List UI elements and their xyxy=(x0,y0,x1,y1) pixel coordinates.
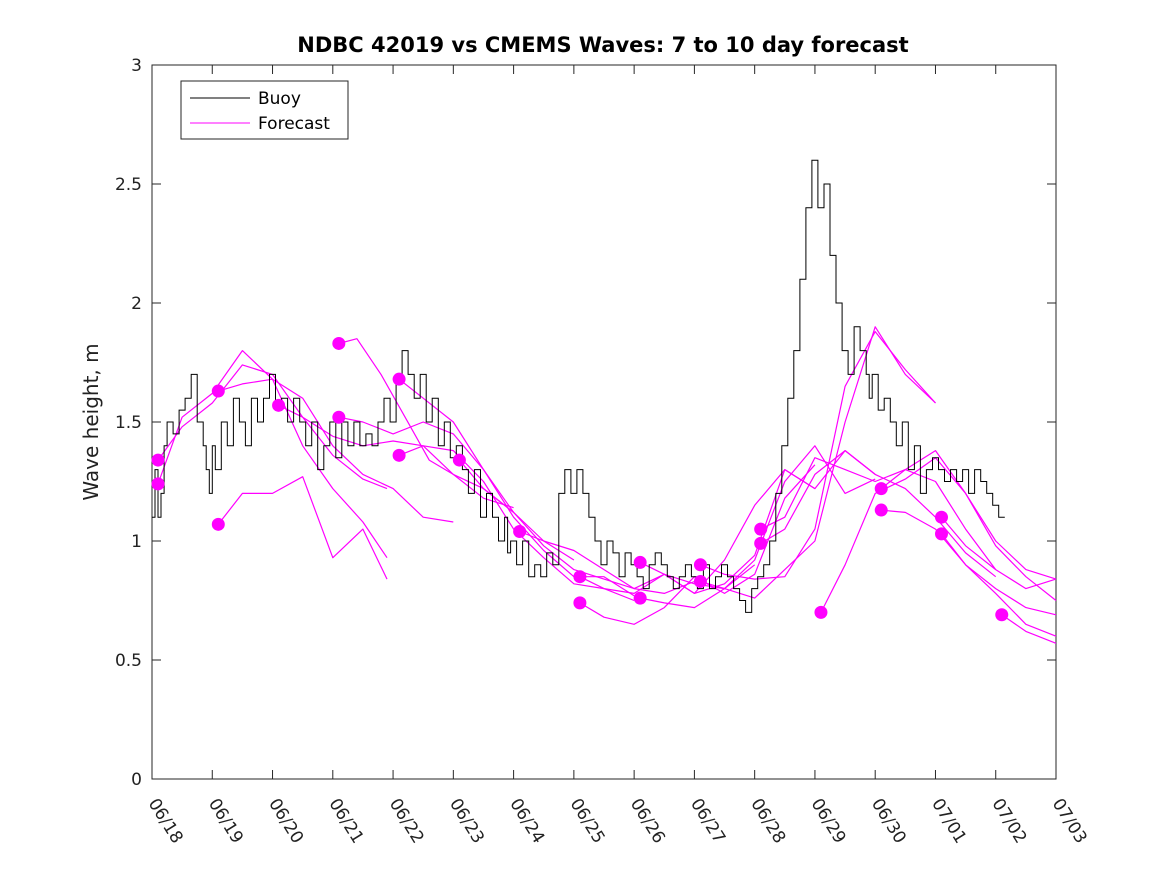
y-tick-label: 1.5 xyxy=(115,413,142,433)
forecast-start-marker xyxy=(151,477,165,491)
forecast-start-marker xyxy=(513,524,527,538)
forecast-start-marker xyxy=(332,336,346,350)
forecast-start-marker xyxy=(814,605,828,619)
x-tick-label: 06/30 xyxy=(867,795,910,847)
forecast-line xyxy=(880,450,1057,601)
forecast-line xyxy=(941,516,1057,590)
x-tick-label: 07/01 xyxy=(927,795,970,847)
forecast-start-marker xyxy=(332,410,346,424)
x-tick-label: 06/20 xyxy=(264,795,307,847)
forecast-line xyxy=(398,378,635,597)
forecast-start-marker xyxy=(272,398,286,412)
forecast-start-marker xyxy=(995,608,1009,622)
forecast-start-marker xyxy=(452,453,466,467)
forecast-start-marker xyxy=(754,536,768,550)
forecast-start-marker xyxy=(693,558,707,572)
forecast-start-marker xyxy=(211,384,225,398)
x-tick-label: 06/25 xyxy=(566,795,609,847)
forecast-line xyxy=(217,476,388,580)
legend-forecast-label: Forecast xyxy=(258,114,330,134)
forecast-start-marker xyxy=(573,596,587,610)
forecast-line xyxy=(640,445,876,609)
legend: Buoy Forecast xyxy=(180,80,349,140)
x-tick-label: 06/29 xyxy=(807,795,850,847)
y-tick-label: 2.5 xyxy=(115,175,142,195)
forecast-start-marker xyxy=(633,591,647,605)
y-tick-label: 3 xyxy=(131,56,142,76)
x-tick-label: 06/19 xyxy=(204,795,247,847)
x-tick-label: 06/28 xyxy=(746,795,789,847)
y-tick-label: 0.5 xyxy=(115,651,142,671)
forecast-start-marker xyxy=(874,482,888,496)
y-axis-label: Wave height, m xyxy=(79,343,103,500)
forecast-start-marker xyxy=(693,574,707,588)
forecast-line xyxy=(760,457,997,570)
forecast-start-marker xyxy=(392,372,406,386)
y-tick-label: 2 xyxy=(131,294,142,314)
buoy-series xyxy=(152,159,1005,613)
x-tick-label: 06/26 xyxy=(626,795,669,847)
legend-box xyxy=(180,80,349,140)
forecast-line xyxy=(278,404,514,509)
forecast-start-marker xyxy=(934,510,948,524)
plot-area: 06/18 06/19 06/20 06/21 06/22 06/23 06/24 06/25… xyxy=(115,56,1091,847)
forecast-start-marker xyxy=(934,527,948,541)
y-tick-label: 0 xyxy=(131,770,142,790)
forecast-line xyxy=(700,331,936,580)
forecast-line xyxy=(760,450,997,578)
forecast-series xyxy=(157,326,1057,644)
forecast-line xyxy=(338,416,575,561)
x-tick-label: 07/02 xyxy=(987,795,1030,847)
forecast-line xyxy=(458,459,695,595)
x-tick-label: 07/03 xyxy=(1048,795,1091,847)
x-tick-label: 06/24 xyxy=(505,795,548,847)
chart-title: NDBC 42019 vs CMEMS Waves: 7 to 10 day f… xyxy=(297,33,908,57)
x-tick-label: 06/23 xyxy=(445,795,488,847)
forecast-line xyxy=(941,533,1057,637)
forecast-start-marker xyxy=(392,448,406,462)
forecast-start-marker xyxy=(754,522,768,536)
forecast-start-marker xyxy=(573,570,587,584)
buoy-line xyxy=(152,159,1005,613)
legend-buoy-label: Buoy xyxy=(258,89,301,109)
x-tick-label: 06/18 xyxy=(144,795,187,847)
forecast-line xyxy=(218,378,454,523)
forecast-start-marker xyxy=(633,555,647,569)
forecast-line xyxy=(700,326,936,599)
x-tick-label: 06/21 xyxy=(325,795,368,847)
forecast-start-markers xyxy=(151,336,1009,622)
x-tick-label: 06/22 xyxy=(385,795,428,847)
forecast-start-marker xyxy=(874,503,888,517)
forecast-line xyxy=(1001,614,1057,644)
forecast-start-marker xyxy=(151,453,165,467)
forecast-line xyxy=(338,338,514,513)
x-tick-label: 06/27 xyxy=(686,795,729,847)
forecast-start-marker xyxy=(211,517,225,531)
y-tick-label: 1 xyxy=(131,532,142,552)
